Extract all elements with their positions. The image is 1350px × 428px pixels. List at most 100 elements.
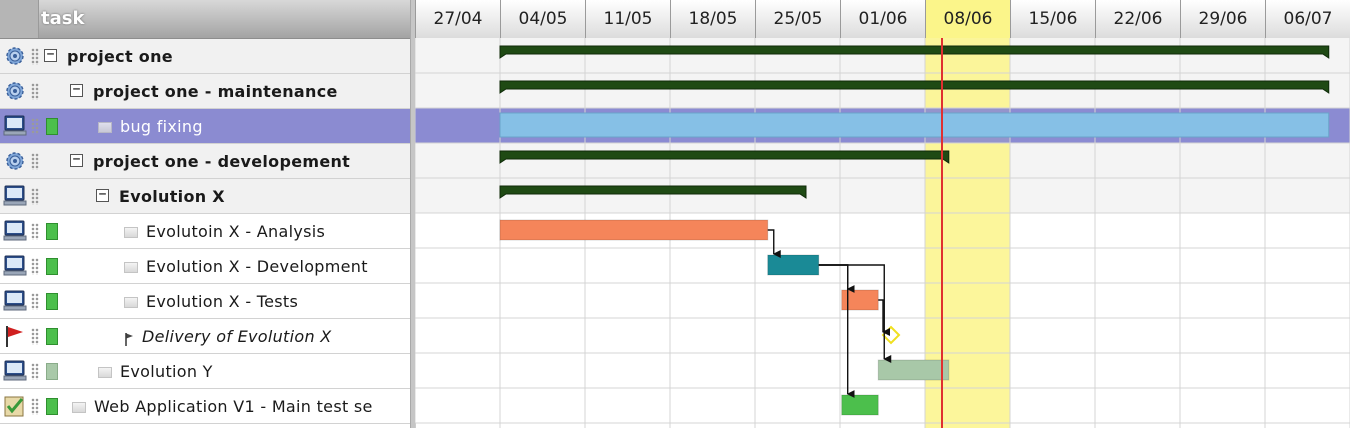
collapse-toggle[interactable]: − [70, 83, 83, 97]
gear-icon [0, 74, 29, 108]
checklist-icon-graphic [4, 396, 23, 417]
task-name: project one - maintenance [93, 82, 338, 101]
task-name: bug fixing [120, 117, 203, 136]
week-column-header: 27/04 [415, 0, 500, 38]
task-name: Web Application V1 - Main test se [94, 397, 373, 416]
dependency-arrow [878, 299, 890, 336]
computer-icon [0, 354, 29, 388]
timeline-row-bg [415, 143, 1350, 178]
task-tree-panel: task − project one − project one - maintena… [0, 0, 410, 428]
week-column-header: 11/05 [585, 0, 670, 38]
status-indicator [46, 293, 58, 310]
collapse-toggle[interactable]: − [70, 153, 83, 167]
flag-icon [0, 319, 29, 353]
task-name: Evolutoin X - Analysis [146, 222, 326, 241]
task-name: project one - developement [93, 152, 351, 171]
timeline-row-bg [415, 38, 1350, 73]
status-indicator [46, 328, 58, 345]
task-bar[interactable] [841, 394, 879, 416]
computer-icon [0, 249, 29, 283]
computer-icon-graphic [3, 290, 26, 311]
timeline-row-bg [415, 73, 1350, 108]
task-row[interactable]: Evolutoin X - Analysis [0, 214, 410, 249]
task-bar[interactable] [767, 254, 820, 276]
computer-icon [0, 179, 29, 213]
week-column-header: 01/06 [840, 0, 925, 38]
task-row[interactable]: bug fixing [0, 109, 410, 144]
task-name: Evolution X [119, 187, 225, 206]
task-rows: − project one − project one - maintenance bu… [0, 39, 410, 424]
week-column-header: 06/07 [1265, 0, 1350, 38]
gear-icon-graphic [5, 82, 24, 100]
timeline-panel: 27/04 04/05 11/05 18/05 25/05 01/06 08/06 15/06… [415, 0, 1350, 428]
task-row[interactable]: Delivery of Evolution X [0, 319, 410, 354]
task-bar[interactable] [499, 219, 769, 241]
drag-handle[interactable] [31, 188, 39, 205]
task-type-icon [124, 297, 138, 308]
computer-icon-graphic [3, 185, 26, 206]
checklist-icon [0, 389, 29, 423]
task-row[interactable]: Evolution Y [0, 354, 410, 389]
task-name: Delivery of Evolution X [142, 327, 332, 346]
task-name: Evolution Y [120, 362, 213, 381]
week-header: 27/04 04/05 11/05 18/05 25/05 01/06 08/06 15/06… [415, 0, 1350, 39]
task-row[interactable]: Evolution X - Tests [0, 284, 410, 319]
collapse-toggle[interactable]: − [96, 188, 109, 202]
week-column-header: 25/05 [755, 0, 840, 38]
task-type-icon [72, 402, 86, 413]
drag-handle[interactable] [31, 258, 39, 275]
status-indicator [46, 223, 58, 240]
dependency-arrow [818, 264, 855, 398]
task-row[interactable]: − project one [0, 39, 410, 74]
drag-handle[interactable] [31, 398, 39, 415]
computer-icon-graphic [3, 220, 26, 241]
task-bar[interactable] [499, 112, 1330, 138]
drag-handle[interactable] [31, 293, 39, 310]
task-row[interactable]: Evolution X - Development [0, 249, 410, 284]
computer-icon [0, 284, 29, 318]
computer-icon-graphic [3, 360, 26, 381]
panel-splitter[interactable] [410, 0, 416, 428]
gear-icon [0, 144, 29, 178]
week-column-header: 04/05 [500, 0, 585, 38]
computer-icon-graphic [3, 115, 26, 136]
flag-icon-graphic [5, 326, 23, 347]
task-column-title: task [41, 8, 85, 29]
collapse-toggle[interactable]: − [44, 48, 57, 62]
drag-handle[interactable] [31, 153, 39, 170]
header-icon-cell [0, 0, 39, 38]
drag-handle[interactable] [31, 328, 39, 345]
task-row[interactable]: Web Application V1 - Main test se [0, 389, 410, 424]
summary-bar[interactable] [499, 45, 1330, 59]
gantt-chart [415, 38, 1350, 428]
timeline-row-bg [415, 178, 1350, 213]
drag-handle[interactable] [31, 83, 39, 100]
drag-handle[interactable] [31, 48, 39, 65]
task-name: project one [67, 47, 173, 66]
computer-icon-graphic [3, 255, 26, 276]
week-column-header: 29/06 [1180, 0, 1265, 38]
gear-icon [0, 39, 29, 73]
drag-handle[interactable] [31, 363, 39, 380]
task-row[interactable]: − project one - maintenance [0, 74, 410, 109]
status-indicator [46, 118, 58, 135]
task-row[interactable]: − Evolution X [0, 179, 410, 214]
milestone-flag-icon [124, 331, 134, 346]
task-type-icon [124, 262, 138, 273]
gear-icon-graphic [5, 152, 24, 170]
task-type-icon [98, 367, 112, 378]
status-indicator [46, 363, 58, 380]
summary-bar[interactable] [499, 185, 807, 199]
task-bar[interactable] [877, 359, 950, 381]
computer-icon [0, 109, 29, 143]
summary-bar[interactable] [499, 80, 1330, 94]
task-row[interactable]: − project one - developement [0, 144, 410, 179]
dependency-arrow [767, 229, 781, 258]
drag-handle[interactable] [31, 223, 39, 240]
status-indicator [46, 258, 58, 275]
task-column-header[interactable]: task [0, 0, 410, 39]
drag-handle[interactable] [31, 118, 39, 135]
status-indicator [46, 398, 58, 415]
task-type-icon [124, 227, 138, 238]
